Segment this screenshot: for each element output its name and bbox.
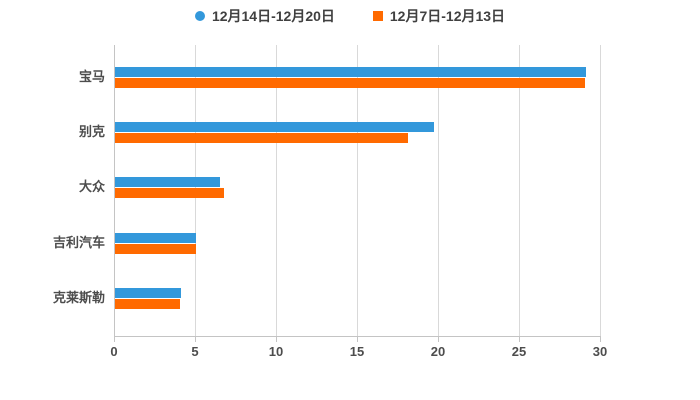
bar-series-2-category-2 bbox=[115, 132, 409, 143]
bar-series-1-category-5 bbox=[115, 287, 182, 298]
legend-item-series-1[interactable]: 12月14日-12月20日 bbox=[194, 5, 335, 27]
x-axis-tick-label-5: 5 bbox=[191, 344, 199, 359]
x-axis-tick-mark bbox=[357, 337, 358, 342]
x-axis-tick-label-25: 25 bbox=[511, 344, 527, 359]
bar-series-2-category-5 bbox=[115, 298, 180, 309]
bar-group-5 bbox=[115, 287, 182, 309]
legend-label-series-1: 12月14日-12月20日 bbox=[211, 8, 335, 24]
bar-group-4 bbox=[115, 232, 196, 254]
legend-square-marker-icon bbox=[372, 11, 383, 21]
gridline-x-10 bbox=[276, 45, 277, 336]
legend-circle-marker-icon bbox=[194, 11, 205, 21]
x-axis-tick-label-30: 30 bbox=[592, 344, 608, 359]
x-axis-tick-label-10: 10 bbox=[268, 344, 284, 359]
x-axis-tick-mark bbox=[438, 337, 439, 342]
bar-series-1-category-1 bbox=[115, 66, 587, 77]
chart-legend: 12月14日-12月20日 12月7日-12月13日 bbox=[0, 5, 700, 27]
x-axis-tick-mark bbox=[276, 337, 277, 342]
gridline-x-30 bbox=[600, 45, 601, 336]
bar-series-2-category-4 bbox=[115, 243, 196, 254]
bar-series-1-category-2 bbox=[115, 121, 435, 132]
x-axis-tick-label-15: 15 bbox=[349, 344, 365, 359]
legend-label-series-2: 12月7日-12月13日 bbox=[389, 8, 506, 24]
bar-group-1 bbox=[115, 66, 587, 88]
bar-series-2-category-1 bbox=[115, 77, 585, 88]
bar-series-1-category-4 bbox=[115, 232, 196, 243]
gridline-x-25 bbox=[519, 45, 520, 336]
x-axis-tick-mark bbox=[600, 337, 601, 342]
y-axis-label-5: 克莱斯勒 bbox=[52, 290, 105, 305]
bar-series-2-category-3 bbox=[115, 187, 224, 198]
x-axis-tick-label-0: 0 bbox=[110, 344, 118, 359]
x-axis-tick-mark bbox=[114, 337, 115, 342]
bar-group-2 bbox=[115, 121, 435, 143]
x-axis-tick-mark bbox=[519, 337, 520, 342]
plot-area bbox=[114, 45, 601, 337]
x-axis-tick-mark bbox=[195, 337, 196, 342]
bar-group-3 bbox=[115, 176, 224, 198]
gridline-x-20 bbox=[438, 45, 439, 336]
y-axis-label-3: 大众 bbox=[78, 179, 105, 194]
legend-item-series-2[interactable]: 12月7日-12月13日 bbox=[372, 5, 506, 27]
y-axis-label-4: 吉利汽车 bbox=[52, 235, 105, 250]
y-axis-label-2: 别克 bbox=[78, 124, 105, 139]
gridline-x-15 bbox=[357, 45, 358, 336]
y-axis-label-1: 宝马 bbox=[78, 69, 105, 84]
bar-series-1-category-3 bbox=[115, 176, 221, 187]
x-axis-tick-label-20: 20 bbox=[430, 344, 446, 359]
